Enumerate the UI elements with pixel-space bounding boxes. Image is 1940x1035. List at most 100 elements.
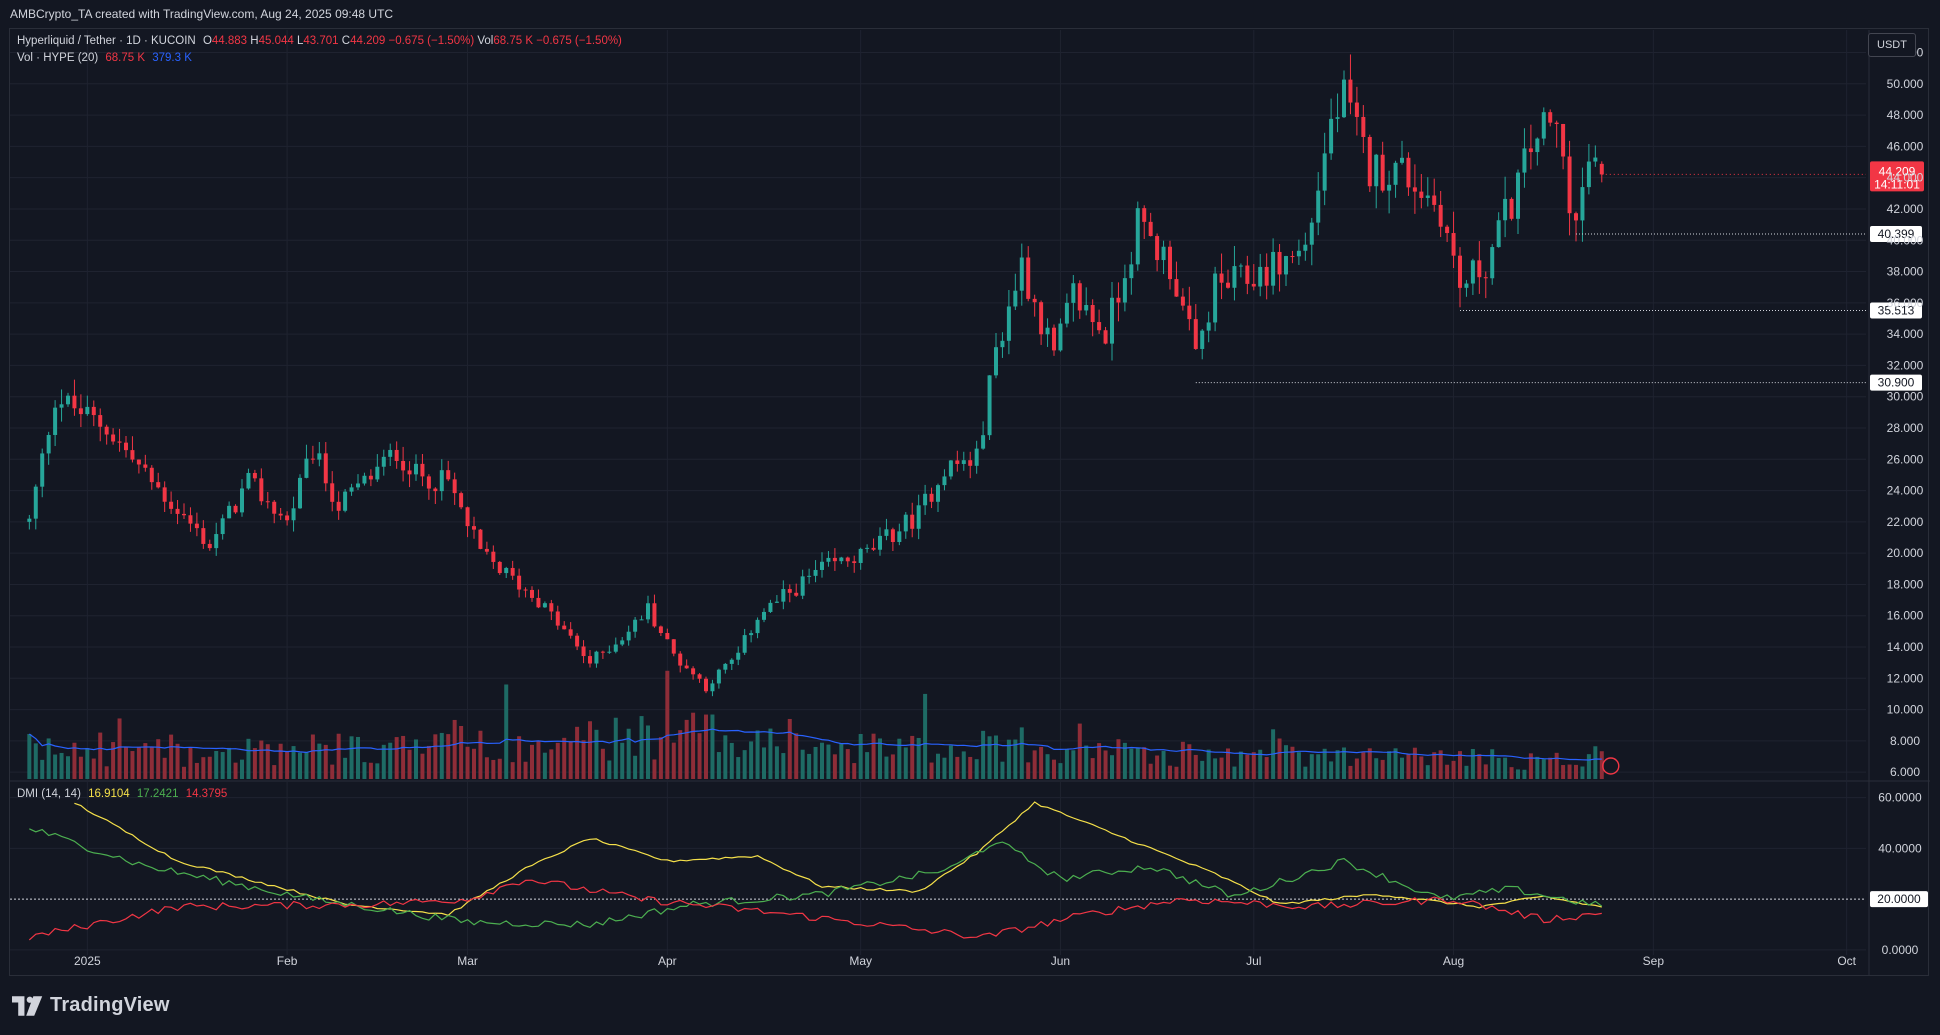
candle-body — [800, 576, 805, 596]
candle — [813, 560, 818, 583]
candle — [903, 512, 908, 539]
candle-body — [594, 651, 599, 664]
candle — [497, 560, 502, 575]
candle-body — [1322, 153, 1327, 191]
candle-body — [858, 548, 863, 563]
date-tick-label: Aug — [1443, 954, 1464, 968]
volume-ma-line — [28, 728, 1602, 761]
candle-body — [781, 589, 786, 602]
candle-body — [936, 485, 940, 502]
candle-body — [903, 514, 908, 532]
candle-body — [330, 483, 335, 502]
candle-body — [523, 589, 528, 591]
support-level-badge — [1870, 226, 1922, 243]
candle — [1438, 191, 1443, 238]
volume-bar — [323, 744, 328, 779]
volume-bar — [446, 734, 451, 779]
dmi-indicator-name[interactable]: DMI (14, 14) — [17, 788, 81, 800]
dmi-series-plus-di — [29, 828, 1603, 928]
candle-body — [323, 453, 328, 484]
candle — [1084, 287, 1089, 316]
price-tick-label: 32.000 — [1887, 358, 1924, 372]
price-legend: Hyperliquid / Tether · 1D · KUCOIN O44.8… — [17, 35, 622, 47]
candle-body — [1528, 148, 1533, 153]
candle — [265, 491, 270, 509]
candle — [1277, 244, 1282, 292]
candle-body — [1561, 123, 1566, 157]
volume-bar — [1284, 745, 1288, 779]
candle — [1180, 288, 1185, 311]
volume-indicator-name[interactable]: Vol · HYPE (20) — [17, 52, 99, 64]
candle — [600, 650, 605, 659]
volume-bar — [581, 740, 586, 779]
candle-body — [897, 531, 902, 543]
candle-body — [716, 669, 721, 684]
candle — [1226, 269, 1230, 289]
candle-body — [1148, 221, 1153, 237]
price-tick-label: 16.000 — [1887, 609, 1924, 623]
candle — [136, 459, 141, 474]
candle-body — [1264, 266, 1269, 286]
candle-body — [1522, 148, 1527, 173]
candle — [1284, 255, 1288, 286]
volume-bar — [1206, 749, 1211, 779]
candle — [716, 668, 721, 689]
volume-bar — [407, 749, 412, 779]
support-level-label: 30.900 — [1878, 376, 1915, 390]
candle — [304, 444, 309, 479]
volume-bar — [420, 753, 425, 779]
candle-body — [317, 453, 322, 460]
volume-bar — [401, 735, 406, 779]
candle — [729, 658, 734, 670]
candle — [188, 507, 193, 532]
volume-legend: Vol · HYPE (20) 68.75 K 379.3 K — [17, 52, 192, 64]
candle-body — [968, 460, 973, 466]
candle-body — [227, 505, 232, 519]
candle — [78, 394, 83, 428]
dmi-lines: 20.0000 — [10, 801, 1928, 941]
candle-body — [1251, 283, 1256, 287]
candle-body — [1496, 220, 1501, 248]
candle — [1329, 98, 1334, 160]
volume-bar — [130, 751, 135, 779]
candle — [388, 443, 393, 466]
candle-body — [484, 548, 489, 552]
volume-bar — [826, 744, 831, 779]
candle — [272, 500, 277, 524]
candle — [452, 472, 457, 505]
candle — [124, 436, 128, 458]
support-level-badge — [1870, 302, 1922, 319]
candle — [710, 679, 715, 697]
candle — [549, 599, 554, 621]
candle — [826, 551, 831, 567]
candle — [575, 633, 580, 651]
volume-bar — [317, 743, 322, 779]
candle — [1348, 54, 1353, 115]
candle — [1251, 264, 1256, 291]
chart-attribution: AMBCrypto_TA created with TradingView.co… — [0, 0, 1940, 28]
price-tick-label: 48.000 — [1887, 108, 1924, 122]
candle — [961, 451, 966, 471]
tradingview-logo[interactable]: TradingView — [12, 994, 170, 1017]
currency-badge[interactable]: USDT — [1868, 33, 1916, 57]
candle — [175, 500, 180, 525]
volume-bar — [1264, 757, 1269, 779]
candle — [762, 608, 766, 623]
volume-bar — [523, 761, 528, 779]
candle-body — [613, 644, 618, 652]
symbol-name[interactable]: Hyperliquid / Tether · 1D · KUCOIN — [17, 35, 196, 47]
ohlc-close: 44.209 — [350, 35, 386, 47]
candle — [1470, 258, 1475, 295]
volume-bar — [1187, 744, 1192, 779]
candle-body — [304, 458, 309, 478]
candle — [530, 586, 534, 602]
candle — [33, 484, 38, 530]
candle — [1071, 275, 1076, 322]
candle — [1496, 212, 1501, 248]
candle — [1077, 280, 1082, 319]
volume-bar — [304, 752, 309, 779]
candle-body — [1103, 330, 1108, 344]
candle-body — [994, 347, 998, 376]
volume-bar — [716, 752, 721, 779]
